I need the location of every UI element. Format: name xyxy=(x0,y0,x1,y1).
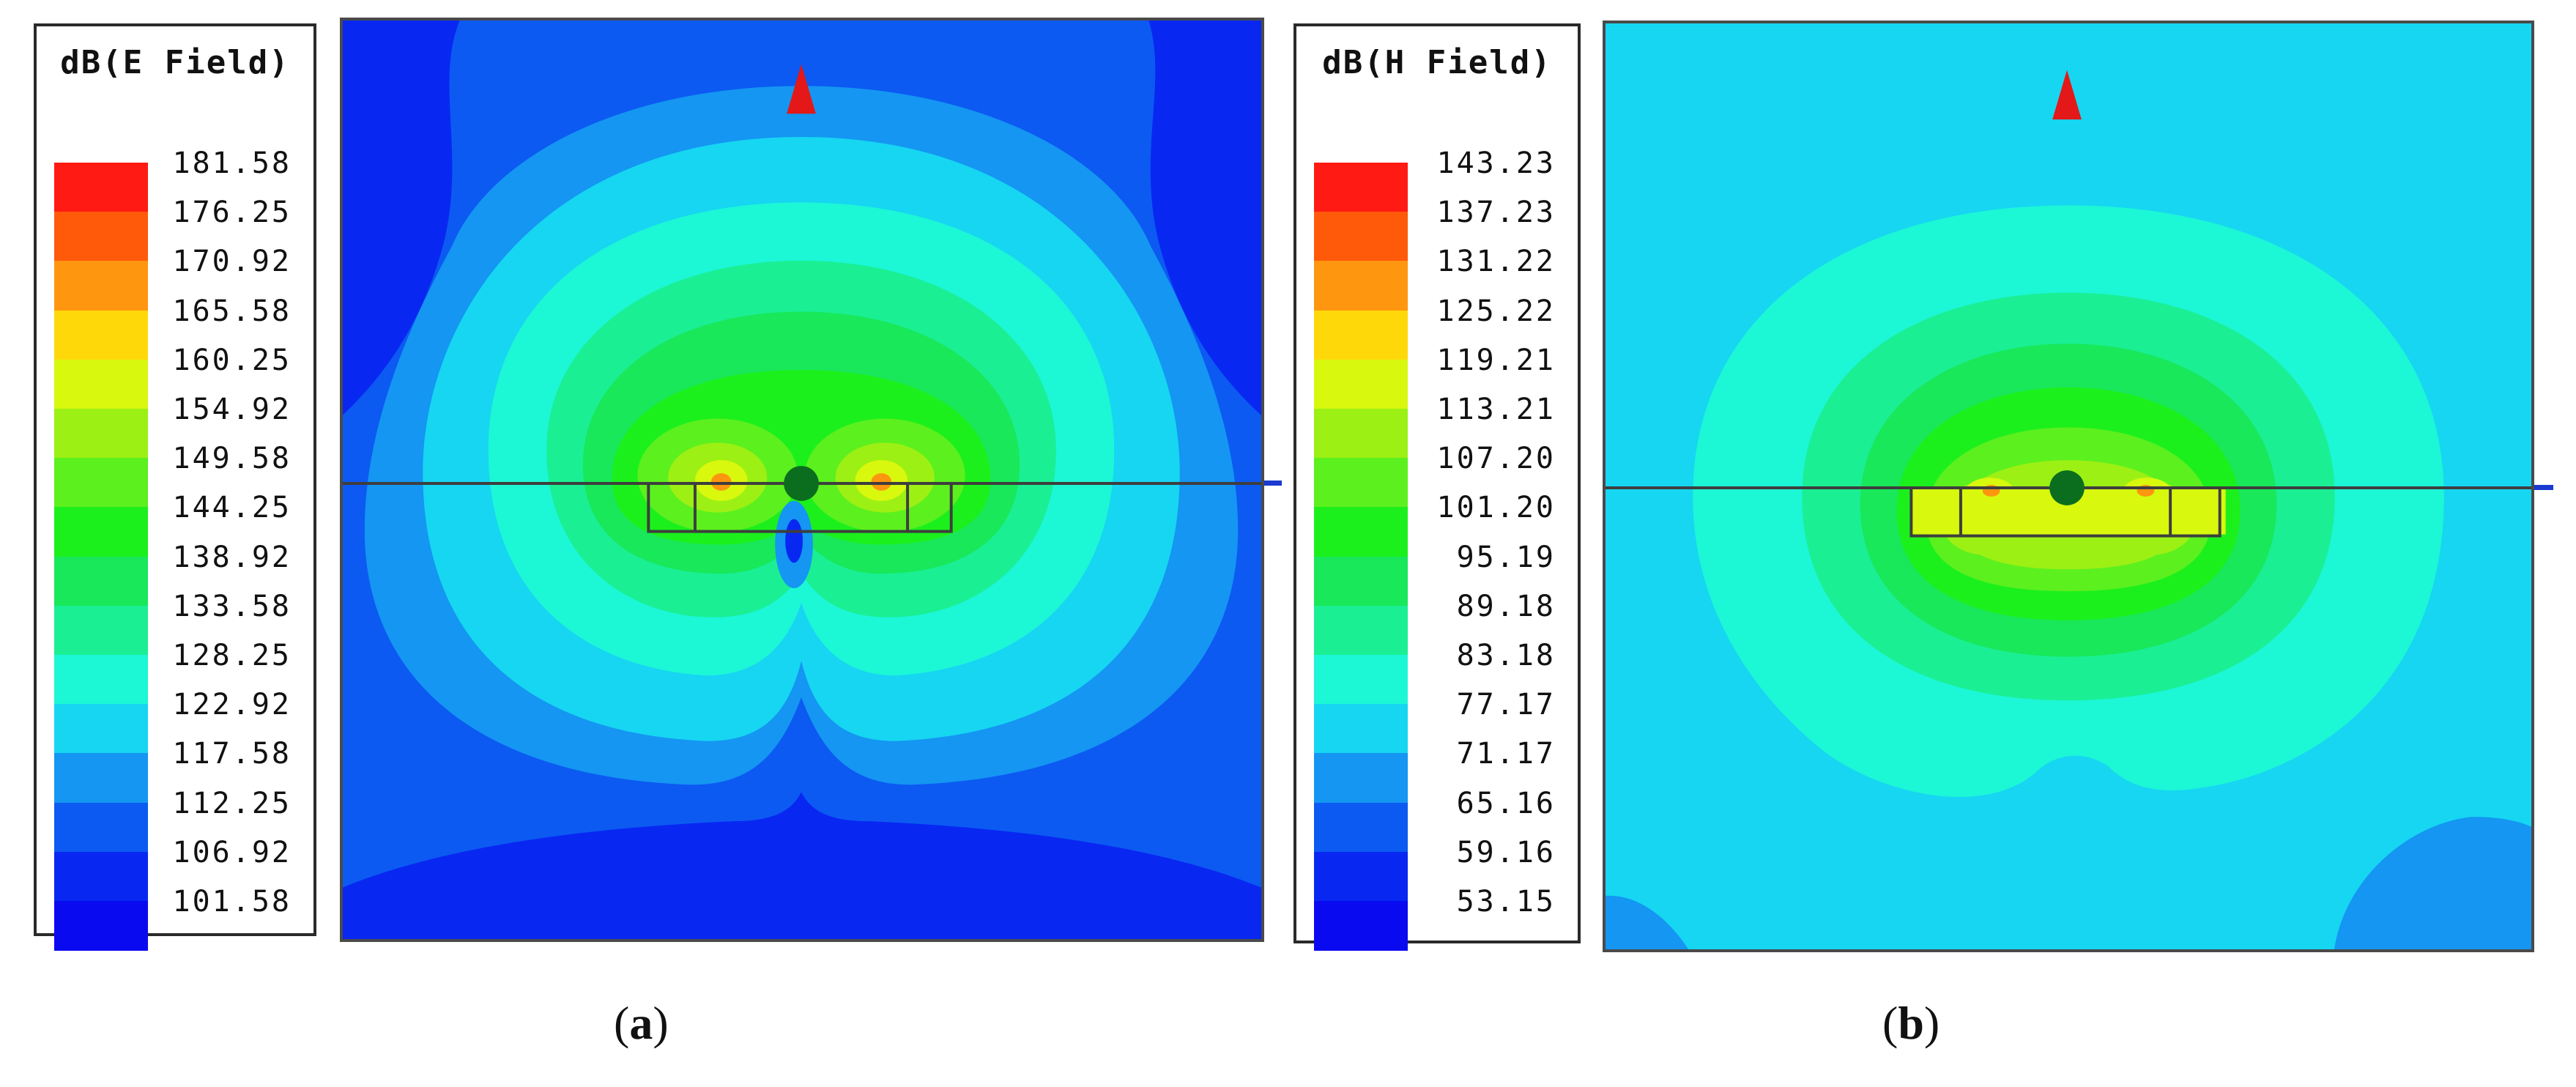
legend-level-label: 119.21 xyxy=(1436,343,1556,377)
caption-letter: b xyxy=(1898,997,1924,1049)
legend-level-label: 122.92 xyxy=(172,688,292,722)
legend-level-label: 101.58 xyxy=(172,885,292,919)
legend-title: dB(E Field) xyxy=(60,44,290,81)
legend-level-label: 53.15 xyxy=(1456,885,1556,919)
legend-level-label: 138.92 xyxy=(172,540,292,574)
caption-paren: ( xyxy=(614,997,630,1049)
e-field-plot xyxy=(340,18,1264,942)
legend-level-label: 95.19 xyxy=(1456,540,1556,574)
legend-level-label: 160.25 xyxy=(172,343,292,377)
legend-level-label: 113.21 xyxy=(1436,393,1556,426)
legend-level-label: 117.58 xyxy=(172,737,292,771)
feed-point xyxy=(2049,470,2085,505)
legend-swatch xyxy=(1314,359,1408,409)
caption-letter: a xyxy=(629,997,653,1049)
legend-level-label: 143.23 xyxy=(1436,146,1556,180)
legend-level-label: 131.22 xyxy=(1436,245,1556,279)
legend-swatch xyxy=(1314,901,1408,951)
legend-swatch xyxy=(1314,261,1408,311)
legend-swatch xyxy=(54,605,148,656)
legend-swatch xyxy=(54,507,148,557)
legend-level-label: 154.92 xyxy=(172,393,292,426)
legend-swatch xyxy=(54,458,148,508)
legend-level-label: 112.25 xyxy=(172,786,292,820)
legend-swatch xyxy=(1314,212,1408,262)
legend-title: dB(H Field) xyxy=(1322,44,1552,81)
legend-level-label: 133.58 xyxy=(172,589,292,623)
contour-band xyxy=(785,519,803,563)
legend-swatch xyxy=(54,359,148,409)
h-field-plot xyxy=(1603,21,2534,952)
legend-level-label: 77.17 xyxy=(1456,688,1556,722)
legend-level-label: 65.16 xyxy=(1456,786,1556,820)
legend-swatch xyxy=(54,409,148,459)
legend-level-label: 181.58 xyxy=(172,146,292,180)
legend-level-label: 176.25 xyxy=(172,196,292,230)
legend-swatch xyxy=(54,655,148,705)
legend-swatch xyxy=(1314,458,1408,508)
legend-swatch xyxy=(54,163,148,213)
feed-point xyxy=(784,466,819,501)
legend-swatch xyxy=(54,310,148,360)
contour-band xyxy=(2334,817,2531,949)
legend-level-label: 125.22 xyxy=(1436,294,1556,328)
legend-swatch xyxy=(54,212,148,262)
legend-level-label: 89.18 xyxy=(1456,589,1556,623)
legend-swatch xyxy=(1314,704,1408,754)
legend-swatch xyxy=(54,851,148,902)
legend-swatch xyxy=(54,753,148,804)
legend-swatch xyxy=(1314,605,1408,656)
h-field-contour-map xyxy=(1606,23,2531,949)
legend-level-label: 107.20 xyxy=(1436,442,1556,476)
legend-level-label: 101.20 xyxy=(1436,491,1556,525)
legend-level-label: 144.25 xyxy=(172,491,292,525)
legend-swatch xyxy=(1314,507,1408,557)
legend-swatch xyxy=(1314,655,1408,705)
legend-level-label: 137.23 xyxy=(1436,196,1556,230)
legend-e-field: dB(E Field) 181.58 176.25 170.92 165.58 160.… xyxy=(34,23,316,951)
arrow-marker xyxy=(2052,70,2082,120)
legend-swatch xyxy=(1314,556,1408,606)
e-field-contour-map xyxy=(343,21,1261,939)
legend-swatch xyxy=(54,261,148,311)
caption-paren: ( xyxy=(1882,997,1898,1049)
legend-level-label: 71.17 xyxy=(1456,737,1556,771)
axis-marker xyxy=(1264,481,1282,486)
legend-swatch xyxy=(1314,802,1408,853)
legend-level-label: 170.92 xyxy=(172,245,292,279)
caption-paren: ) xyxy=(653,997,669,1049)
legend-level-label: 83.18 xyxy=(1456,639,1556,672)
legend-swatch xyxy=(54,802,148,853)
legend-level-label: 128.25 xyxy=(172,639,292,672)
legend-h-field: dB(H Field) 143.23 137.23 131.22 125.22 119.… xyxy=(1293,23,1581,951)
arrow-marker xyxy=(787,64,816,114)
legend-level-label: 106.92 xyxy=(172,835,292,869)
legend-level-label: 165.58 xyxy=(172,294,292,328)
axis-marker xyxy=(2534,485,2553,490)
legend-swatch xyxy=(1314,851,1408,902)
legend-swatch xyxy=(54,704,148,754)
caption-b: (b) xyxy=(1882,996,1940,1050)
legend-swatch xyxy=(54,901,148,951)
e-field-contours xyxy=(343,21,1261,939)
legend-swatch xyxy=(1314,310,1408,360)
legend-swatch xyxy=(54,556,148,606)
legend-swatch xyxy=(1314,163,1408,213)
legend-swatch xyxy=(1314,409,1408,459)
legend-swatch xyxy=(1314,753,1408,804)
caption-a: (a) xyxy=(614,996,669,1050)
legend-level-label: 149.58 xyxy=(172,442,292,476)
legend-level-label: 59.16 xyxy=(1456,835,1556,869)
contour-band xyxy=(1606,896,1689,949)
caption-paren: ) xyxy=(1923,997,1940,1049)
